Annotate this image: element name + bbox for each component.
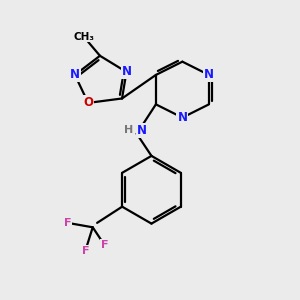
Text: H: H [124, 125, 133, 135]
Text: N: N [204, 68, 214, 81]
Text: O: O [83, 96, 93, 110]
Text: CH₃: CH₃ [73, 32, 94, 42]
Text: N: N [70, 68, 80, 81]
Text: N: N [137, 124, 147, 137]
Text: N: N [122, 65, 131, 79]
Text: F: F [64, 218, 71, 228]
Text: N: N [177, 111, 188, 124]
Text: F: F [101, 240, 108, 250]
Text: F: F [82, 246, 89, 256]
